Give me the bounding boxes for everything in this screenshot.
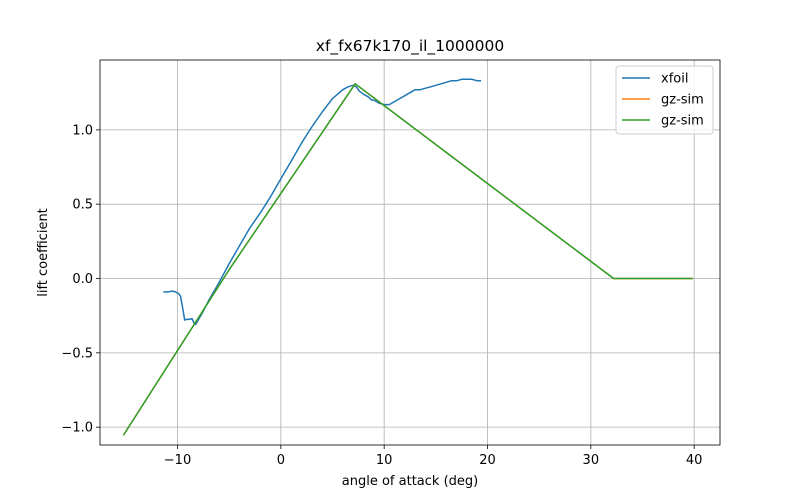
legend: xfoil gz-sim gz-sim	[615, 65, 714, 135]
legend-box	[615, 65, 714, 135]
legend-label: xfoil	[661, 72, 688, 87]
legend-label: gz-sim	[661, 114, 704, 129]
plot-frame	[99, 59, 721, 446]
legend-label: gz-sim	[661, 93, 704, 108]
x-tick-label: 0	[277, 453, 285, 468]
x-tick-label: 20	[479, 453, 496, 468]
plot-series	[122, 78, 693, 436]
y-tick-label: −1.0	[61, 421, 93, 436]
y-tick-label: 0.0	[72, 272, 93, 287]
series-line-2	[122, 83, 693, 436]
x-tick-label: 40	[686, 453, 703, 468]
y-axis-label: lift coefficient	[36, 208, 51, 297]
x-tick-label: 30	[583, 453, 600, 468]
y-tick-label: −0.5	[61, 346, 93, 361]
y-tick-label: 1.0	[72, 123, 93, 138]
x-tick-label: −10	[164, 453, 191, 468]
series-line-1	[163, 78, 482, 326]
y-tick-label: 0.5	[72, 198, 93, 213]
x-tick-label: 10	[376, 453, 393, 468]
x-axis-label: angle of attack (deg)	[342, 474, 478, 489]
chart-title: xf_fx67k170_il_1000000	[316, 37, 504, 56]
series-line-3	[122, 83, 693, 436]
axis-ticks: −10 0 10 20 30 40 −1.0 −0.5 0.0 0.5 1.0	[61, 123, 702, 468]
